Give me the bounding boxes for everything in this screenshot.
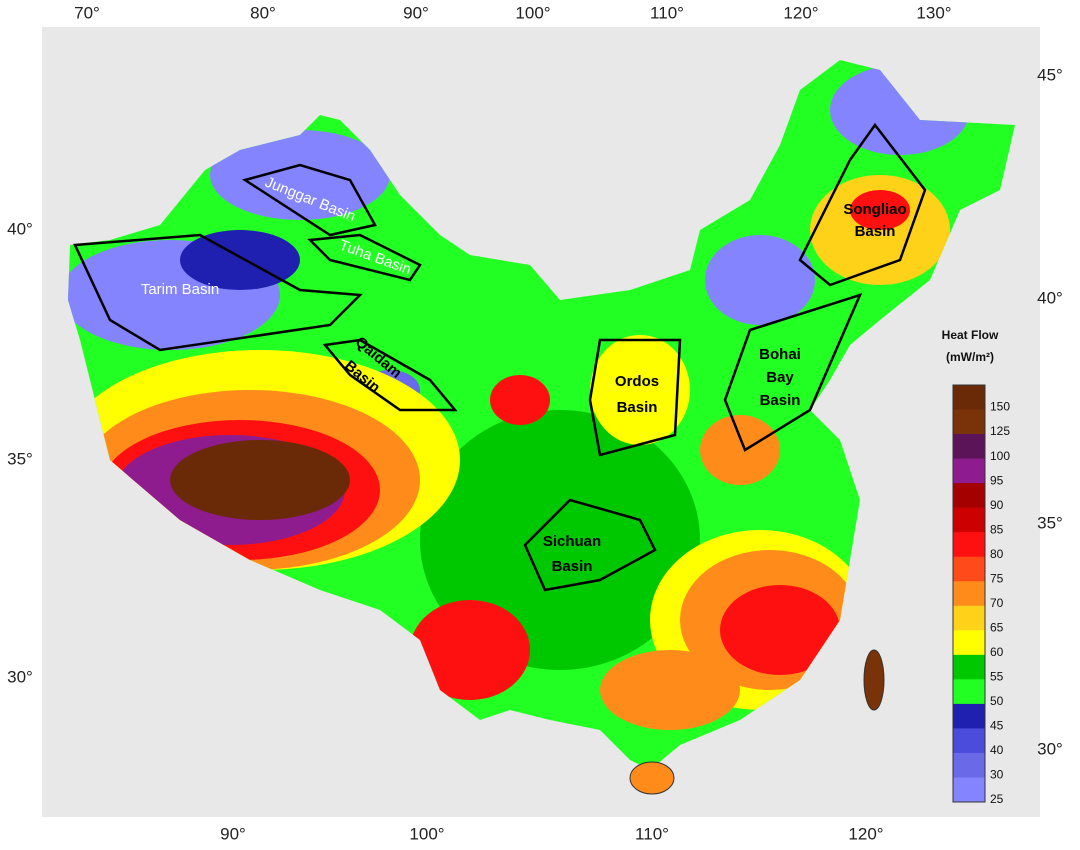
basin-label: Ordos	[615, 373, 659, 390]
basin-label: Basin	[855, 223, 896, 240]
legend-swatch	[953, 409, 985, 435]
legend-label: 60	[990, 645, 1004, 659]
axis-label: 130°	[916, 3, 951, 22]
legend-swatch	[953, 556, 985, 582]
legend-swatch	[953, 483, 985, 509]
legend-label: 75	[990, 571, 1004, 585]
basin-label: Bay	[766, 369, 794, 386]
axis-label: 90°	[220, 824, 246, 843]
legend-title: Heat Flow	[942, 328, 999, 342]
basin-label: Songliao	[843, 201, 906, 218]
legend-swatch	[953, 703, 985, 729]
basin-label: Bohai	[759, 346, 801, 363]
legend-label: 70	[990, 596, 1004, 610]
axis-label: 40°	[7, 219, 33, 238]
basin-label: Basin	[760, 392, 801, 409]
legend-label: 40	[990, 743, 1004, 757]
legend-label: 100	[990, 449, 1010, 463]
legend-label: 55	[990, 670, 1004, 684]
legend-label: 150	[990, 400, 1010, 414]
legend-label: 50	[990, 694, 1004, 708]
legend-swatch	[953, 605, 985, 631]
legend-label: 25	[990, 792, 1004, 806]
legend-label: 85	[990, 522, 1004, 536]
axis-label: 90°	[403, 3, 429, 22]
legend-swatch	[953, 581, 985, 607]
axis-label: 45°	[1037, 65, 1063, 84]
legend-swatch	[953, 654, 985, 680]
axis-label: 30°	[7, 667, 33, 686]
axis-label: 35°	[1037, 513, 1063, 532]
basin-outlines	[73, 122, 927, 592]
axis-label: 30°	[1037, 739, 1063, 758]
legend-label: 30	[990, 768, 1004, 782]
axis-label: 120°	[848, 824, 883, 843]
axis-label: 35°	[7, 449, 33, 468]
legend-swatch	[953, 532, 985, 558]
axis-label: 80°	[250, 3, 276, 22]
basin-label: Basin	[552, 558, 593, 575]
axis-label: 100°	[515, 3, 550, 22]
legend-swatch	[953, 630, 985, 656]
legend-label: 90	[990, 498, 1004, 512]
axis-label: 40°	[1037, 288, 1063, 307]
hainan	[629, 761, 675, 795]
basin-label: Tarim Basin	[141, 281, 219, 298]
legend-swatch	[953, 434, 985, 460]
axis-label: 110°	[650, 3, 684, 22]
legend-label: 45	[990, 719, 1004, 733]
legend-label: 65	[990, 620, 1004, 634]
basin-label: Sichuan	[543, 533, 601, 550]
legend-swatch	[953, 752, 985, 778]
legend-label: 95	[990, 473, 1004, 487]
legend-swatch	[953, 385, 985, 411]
legend-label: 80	[990, 547, 1004, 561]
legend-swatch	[953, 458, 985, 484]
axis-label: 70°	[74, 3, 100, 22]
legend-title: (mW/m²)	[946, 350, 994, 364]
legend-swatch	[953, 679, 985, 705]
axis-label: 120°	[783, 3, 818, 22]
taiwan	[863, 649, 885, 711]
axis-label: 110°	[635, 824, 669, 843]
axis-label: 100°	[409, 824, 444, 843]
legend-border	[952, 384, 986, 803]
legend-swatch	[953, 728, 985, 754]
basin-label: Basin	[617, 399, 658, 416]
legend-label: 125	[990, 424, 1010, 438]
legend	[953, 385, 985, 803]
legend-swatch	[953, 777, 985, 803]
legend-swatch	[953, 507, 985, 533]
